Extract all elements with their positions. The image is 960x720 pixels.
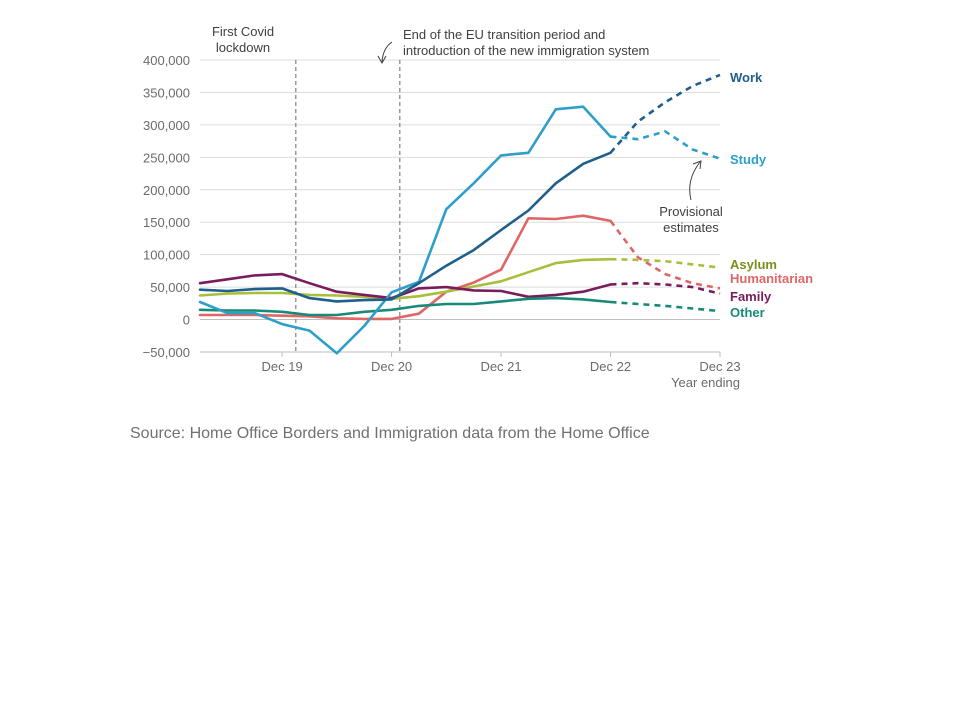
x-tick-label: Dec 22 — [590, 359, 631, 374]
y-tick-label: 350,000 — [143, 85, 190, 100]
asylum-label: Asylum — [730, 257, 777, 272]
y-tick-label: 0 — [183, 313, 190, 328]
annotation-eu-transition: End of the EU transition period and intro… — [403, 27, 649, 58]
x-tick-label: Dec 23 — [699, 359, 740, 374]
x-axis-title: Year ending — [671, 375, 740, 390]
grid-lines — [200, 59, 720, 353]
x-tick-label: Dec 20 — [371, 359, 412, 374]
annotations: First Covid lockdown End of the EU transit… — [212, 24, 723, 235]
asylum-series-line — [198, 257, 612, 301]
line-chart: −50,000 0 50,000 100,000 150,000 200,000 250,0… — [143, 24, 813, 390]
family-series-line — [198, 272, 612, 300]
study-series-provisional-line — [610, 130, 721, 160]
eu-transition-arrow — [381, 41, 393, 63]
study-label: Study — [730, 152, 767, 167]
eu-transition-arrowhead — [377, 55, 387, 65]
family-series-provisional-line — [610, 281, 721, 295]
humanitarian-label: Humanitarian — [730, 271, 813, 286]
y-tick-label: 400,000 — [143, 53, 190, 68]
y-tick-label: 300,000 — [143, 118, 190, 133]
asylum-series-provisional-line — [610, 257, 721, 269]
other-series-line — [198, 296, 612, 317]
family-label: Family — [730, 289, 772, 304]
annotation-first-covid-lockdown: First Covid lockdown — [212, 24, 274, 55]
x-tick-label: Dec 21 — [480, 359, 521, 374]
y-tick-label: −50,000 — [143, 345, 190, 360]
series-lines — [198, 73, 721, 355]
event-markers — [295, 60, 401, 352]
work-label: Work — [730, 70, 763, 85]
y-tick-label: 200,000 — [143, 183, 190, 198]
work-series-line — [198, 151, 612, 303]
y-tick-label: 50,000 — [150, 280, 190, 295]
work-series-provisional-line — [609, 73, 721, 154]
y-tick-label: 250,000 — [143, 150, 190, 165]
y-axis: −50,000 0 50,000 100,000 150,000 200,000 250,0… — [143, 53, 190, 360]
other-label: Other — [730, 305, 765, 320]
source-note: Source: Home Office Borders and Immigrat… — [130, 425, 650, 442]
humanitarian-series-line — [198, 214, 612, 321]
study-series-line — [198, 105, 612, 355]
x-tick-label: Dec 19 — [262, 359, 303, 374]
provisional-arrowhead — [692, 160, 702, 170]
other-series-provisional-line — [610, 300, 721, 313]
y-tick-label: 100,000 — [143, 248, 190, 263]
humanitarian-series-provisional-line — [609, 220, 721, 290]
provisional-arrow — [689, 161, 701, 201]
annotation-provisional-estimates: Provisional estimates — [659, 204, 723, 235]
y-tick-label: 150,000 — [143, 215, 190, 230]
